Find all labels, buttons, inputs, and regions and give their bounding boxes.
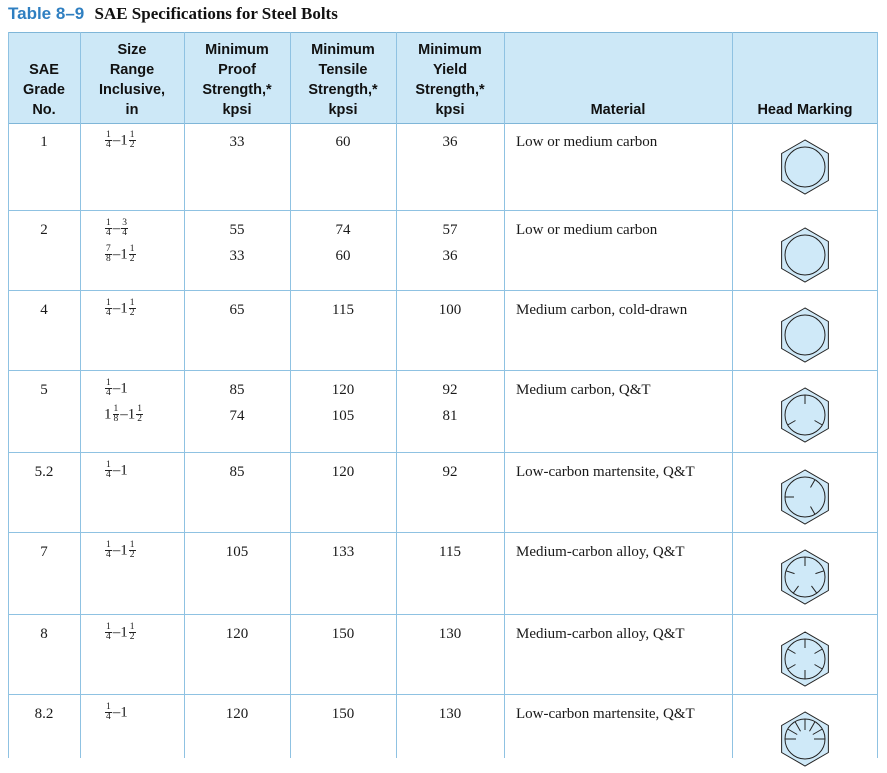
row-divider — [8, 694, 878, 695]
proof-strength-cell: 33 — [229, 134, 245, 150]
table-number: Table 8–9 — [8, 4, 85, 23]
header-tensile-strength: Minimum Tensile Strength,* kpsi — [308, 42, 378, 118]
header-grade: SAE Grade No. — [23, 62, 65, 118]
tensile-strength-cell: 120 — [331, 464, 355, 480]
material-cell: Medium-carbon alloy, Q&T — [516, 544, 685, 560]
head-marking-cell — [776, 548, 834, 606]
size-range-cell: 1 4–3 4 — [105, 218, 128, 239]
head-marking-cell — [776, 226, 834, 284]
head-marking-cell — [776, 386, 834, 444]
material-cell: Medium carbon, Q&T — [516, 382, 651, 398]
column-divider — [877, 32, 878, 758]
head-marking-cell — [776, 306, 834, 364]
header-proof-strength: Minimum Proof Strength,* kpsi — [202, 42, 272, 118]
yield-strength-cell: 57 — [442, 222, 458, 238]
table-caption: Table 8–9 SAE Specifications for Steel B… — [8, 4, 338, 24]
tensile-strength-cell: 150 — [331, 706, 355, 722]
size-range-cell: 1 4 –1 — [105, 460, 128, 481]
material-cell: Low or medium carbon — [516, 222, 658, 238]
proof-strength-cell: 33 — [229, 248, 245, 264]
tensile-strength-cell: 105 — [331, 408, 355, 424]
sae-bolt-table: SAE Grade No. Size Range Inclusive, in M… — [8, 32, 878, 767]
yield-strength-cell: 81 — [442, 408, 458, 424]
grade-cell: 4 — [40, 302, 48, 318]
tensile-strength-cell: 120 — [331, 382, 355, 398]
bolt-head-icon — [781, 139, 829, 195]
bolt-head-icon — [781, 387, 829, 443]
column-divider — [732, 32, 733, 758]
yield-strength-cell: 115 — [439, 544, 461, 560]
bolt-head-icon — [781, 469, 829, 525]
size-range-cell: 1 4 –1 1 2 — [105, 130, 136, 151]
proof-strength-cell: 105 — [225, 544, 249, 560]
table-header-row: SAE Grade No. Size Range Inclusive, in M… — [8, 32, 878, 124]
bolt-head-icon — [781, 307, 829, 363]
size-range-cell: 1 4 –1 — [105, 702, 128, 723]
tensile-strength-cell: 133 — [331, 544, 355, 560]
material-cell: Low-carbon martensite, Q&T — [516, 706, 695, 722]
tensile-strength-cell: 115 — [332, 302, 354, 318]
column-divider — [184, 32, 185, 758]
bolt-head-icon — [781, 711, 829, 767]
grade-cell: 2 — [40, 222, 48, 238]
grade-cell: 5.2 — [34, 464, 54, 480]
size-range-cell: 1 1 8 –1 1 2 — [104, 404, 143, 425]
row-divider — [8, 210, 878, 211]
size-range-cell: 7 8 –1 1 2 — [105, 244, 136, 265]
proof-strength-cell: 120 — [225, 626, 249, 642]
yield-strength-cell: 92 — [442, 382, 458, 398]
material-cell: Low-carbon martensite, Q&T — [516, 464, 695, 480]
yield-strength-cell: 130 — [438, 706, 462, 722]
grade-cell: 1 — [40, 134, 48, 150]
size-range-cell: 1 4 –1 — [105, 378, 128, 399]
tensile-strength-cell: 74 — [335, 222, 351, 238]
grade-cell: 8.2 — [34, 706, 54, 722]
tensile-strength-cell: 60 — [335, 134, 351, 150]
yield-strength-cell: 130 — [438, 626, 462, 642]
proof-strength-cell: 55 — [229, 222, 245, 238]
header-size-range: Size Range Inclusive, in — [98, 42, 166, 118]
yield-strength-cell: 92 — [442, 464, 458, 480]
material-cell: Low or medium carbon — [516, 134, 658, 150]
column-divider — [290, 32, 291, 758]
header-yield-strength: Minimum Yield Strength,* kpsi — [415, 42, 485, 118]
row-divider — [8, 370, 878, 371]
table-title: SAE Specifications for Steel Bolts — [94, 4, 338, 23]
header-head-marking: Head Marking — [757, 102, 853, 118]
column-divider — [80, 32, 81, 758]
yield-strength-cell: 36 — [442, 248, 458, 264]
row-divider — [8, 614, 878, 615]
row-divider — [8, 290, 878, 291]
head-marking-cell — [776, 468, 834, 526]
header-material: Material — [590, 102, 646, 118]
proof-strength-cell: 65 — [229, 302, 245, 318]
column-divider — [396, 32, 397, 758]
proof-strength-cell: 85 — [229, 464, 245, 480]
bolt-head-icon — [781, 227, 829, 283]
bolt-head-icon — [781, 631, 829, 687]
proof-strength-cell: 120 — [225, 706, 249, 722]
size-range-cell: 1 4 –1 1 2 — [105, 622, 136, 643]
grade-cell: 5 — [40, 382, 48, 398]
bolt-head-icon — [781, 549, 829, 605]
grade-cell: 8 — [40, 626, 48, 642]
proof-strength-cell: 85 — [229, 382, 245, 398]
tensile-strength-cell: 150 — [331, 626, 355, 642]
head-marking-cell — [776, 710, 834, 768]
yield-strength-cell: 100 — [438, 302, 462, 318]
column-divider — [8, 32, 9, 758]
tensile-strength-cell: 60 — [335, 248, 351, 264]
material-cell: Medium-carbon alloy, Q&T — [516, 626, 685, 642]
proof-strength-cell: 74 — [229, 408, 245, 424]
head-marking-cell — [776, 138, 834, 196]
yield-strength-cell: 36 — [442, 134, 458, 150]
row-divider — [8, 532, 878, 533]
column-divider — [504, 32, 505, 758]
head-marking-cell — [776, 630, 834, 688]
grade-cell: 7 — [40, 544, 48, 560]
size-range-cell: 1 4 –1 1 2 — [105, 540, 136, 561]
row-divider — [8, 452, 878, 453]
material-cell: Medium carbon, cold-drawn — [516, 302, 688, 318]
size-range-cell: 1 4 –1 1 2 — [105, 298, 136, 319]
